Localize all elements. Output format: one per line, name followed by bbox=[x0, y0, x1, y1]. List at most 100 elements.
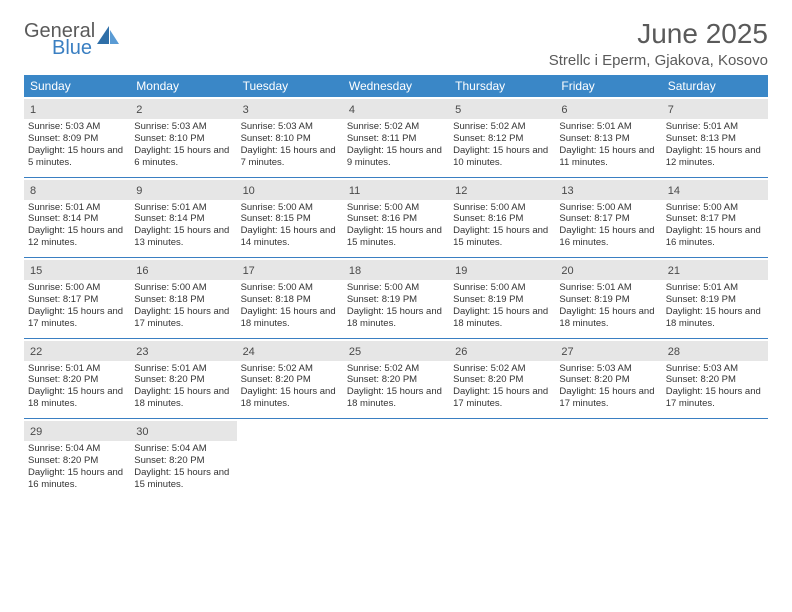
day-cell: 10Sunrise: 5:00 AMSunset: 8:15 PMDayligh… bbox=[237, 178, 343, 256]
day-number-row: 25 bbox=[343, 341, 449, 361]
week-row: 29Sunrise: 5:04 AMSunset: 8:20 PMDayligh… bbox=[24, 418, 768, 497]
day-number-row: 24 bbox=[237, 341, 343, 361]
daylight-line: Daylight: 15 hours and 15 minutes. bbox=[134, 467, 232, 491]
empty-cell bbox=[343, 419, 449, 497]
week-row: 1Sunrise: 5:03 AMSunset: 8:09 PMDaylight… bbox=[24, 97, 768, 175]
sunset-line: Sunset: 8:16 PM bbox=[453, 213, 551, 225]
sunset-line: Sunset: 8:20 PM bbox=[559, 374, 657, 386]
sunset-line: Sunset: 8:20 PM bbox=[28, 455, 126, 467]
sunrise-line: Sunrise: 5:01 AM bbox=[666, 282, 764, 294]
day-number-row: 21 bbox=[662, 260, 768, 280]
day-number: 15 bbox=[30, 265, 42, 277]
day-body: Sunrise: 5:01 AMSunset: 8:14 PMDaylight:… bbox=[28, 202, 126, 250]
day-cell: 28 Sunrise: 5:03 AMSunset: 8:20 PMDayligh… bbox=[662, 339, 768, 417]
sunrise-line: Sunrise: 5:00 AM bbox=[241, 202, 339, 214]
week-row: 8Sunrise: 5:01 AMSunset: 8:14 PMDaylight… bbox=[24, 177, 768, 256]
sunset-line: Sunset: 8:20 PM bbox=[134, 455, 232, 467]
sunrise-line: Sunrise: 5:04 AM bbox=[134, 443, 232, 455]
sunset-line: Sunset: 8:19 PM bbox=[453, 294, 551, 306]
day-number: 17 bbox=[243, 265, 255, 277]
day-body: Sunrise: 5:04 AMSunset: 8:20 PMDaylight:… bbox=[28, 443, 126, 491]
sunrise-line: Sunrise: 5:01 AM bbox=[134, 363, 232, 375]
sunrise-line: Sunrise: 5:01 AM bbox=[559, 282, 657, 294]
day-number: 19 bbox=[455, 265, 467, 277]
sunset-line: Sunset: 8:09 PM bbox=[28, 133, 126, 145]
day-number: 30 bbox=[136, 426, 148, 438]
sunset-line: Sunset: 8:20 PM bbox=[666, 374, 764, 386]
sunset-line: Sunset: 8:14 PM bbox=[28, 213, 126, 225]
day-number: 28 bbox=[668, 346, 680, 358]
day-body: Sunrise: 5:01 AMSunset: 8:19 PMDaylight:… bbox=[666, 282, 764, 330]
sunrise-line: Sunrise: 5:02 AM bbox=[347, 121, 445, 133]
daylight-line: Daylight: 15 hours and 17 minutes. bbox=[453, 386, 551, 410]
sunrise-line: Sunrise: 5:00 AM bbox=[453, 202, 551, 214]
sunset-line: Sunset: 8:18 PM bbox=[134, 294, 232, 306]
daylight-line: Daylight: 15 hours and 18 minutes. bbox=[241, 386, 339, 410]
day-number-row: 9 bbox=[130, 180, 236, 200]
day-cell: 21Sunrise: 5:01 AMSunset: 8:19 PMDayligh… bbox=[662, 258, 768, 336]
day-cell: 18Sunrise: 5:00 AMSunset: 8:19 PMDayligh… bbox=[343, 258, 449, 336]
daylight-line: Daylight: 15 hours and 16 minutes. bbox=[28, 467, 126, 491]
empty-cell bbox=[555, 419, 661, 497]
day-number-row: 16 bbox=[130, 260, 236, 280]
page-subtitle: Strellc i Eperm, Gjakova, Kosovo bbox=[549, 52, 768, 69]
day-number-row: 7 bbox=[662, 99, 768, 119]
day-body: Sunrise: 5:00 AMSunset: 8:18 PMDaylight:… bbox=[134, 282, 232, 330]
day-number: 20 bbox=[561, 265, 573, 277]
day-number-row: 2 bbox=[130, 99, 236, 119]
day-number-row: 3 bbox=[237, 99, 343, 119]
weeks-container: 1Sunrise: 5:03 AMSunset: 8:09 PMDaylight… bbox=[24, 97, 768, 497]
sunset-line: Sunset: 8:11 PM bbox=[347, 133, 445, 145]
sunrise-line: Sunrise: 5:02 AM bbox=[453, 121, 551, 133]
daylight-line: Daylight: 15 hours and 18 minutes. bbox=[347, 306, 445, 330]
sunset-line: Sunset: 8:19 PM bbox=[666, 294, 764, 306]
day-number-row: 26 bbox=[449, 341, 555, 361]
day-number: 25 bbox=[349, 346, 361, 358]
sunset-line: Sunset: 8:10 PM bbox=[241, 133, 339, 145]
dow-wednesday: Wednesday bbox=[343, 75, 449, 97]
logo: General Blue bbox=[24, 22, 121, 58]
day-cell: 29Sunrise: 5:04 AMSunset: 8:20 PMDayligh… bbox=[24, 419, 130, 497]
daylight-line: Daylight: 15 hours and 18 minutes. bbox=[559, 306, 657, 330]
day-number-row: 15 bbox=[24, 260, 130, 280]
day-cell: 6Sunrise: 5:01 AMSunset: 8:13 PMDaylight… bbox=[555, 97, 661, 175]
day-number-row: 5 bbox=[449, 99, 555, 119]
day-cell: 5Sunrise: 5:02 AMSunset: 8:12 PMDaylight… bbox=[449, 97, 555, 175]
week-row: 15Sunrise: 5:00 AMSunset: 8:17 PMDayligh… bbox=[24, 257, 768, 336]
daylight-line: Daylight: 15 hours and 15 minutes. bbox=[347, 225, 445, 249]
day-number: 22 bbox=[30, 346, 42, 358]
day-number-row: 1 bbox=[24, 99, 130, 119]
day-body: Sunrise: 5:03 AMSunset: 8:20 PMDaylight:… bbox=[666, 363, 764, 411]
day-cell: 12Sunrise: 5:00 AMSunset: 8:16 PMDayligh… bbox=[449, 178, 555, 256]
day-body: Sunrise: 5:00 AMSunset: 8:16 PMDaylight:… bbox=[347, 202, 445, 250]
daylight-line: Daylight: 15 hours and 17 minutes. bbox=[666, 386, 764, 410]
sunrise-line: Sunrise: 5:00 AM bbox=[347, 282, 445, 294]
day-number-row: 28 bbox=[662, 341, 768, 361]
sunrise-line: Sunrise: 5:00 AM bbox=[453, 282, 551, 294]
day-number: 3 bbox=[243, 104, 249, 116]
sunrise-line: Sunrise: 5:01 AM bbox=[666, 121, 764, 133]
day-body: Sunrise: 5:00 AMSunset: 8:19 PMDaylight:… bbox=[347, 282, 445, 330]
day-body: Sunrise: 5:02 AMSunset: 8:20 PMDaylight:… bbox=[347, 363, 445, 411]
header: General Blue June 2025 Strellc i Eperm, … bbox=[24, 18, 768, 69]
daylight-line: Daylight: 15 hours and 18 minutes. bbox=[347, 386, 445, 410]
dow-friday: Friday bbox=[555, 75, 661, 97]
sunset-line: Sunset: 8:20 PM bbox=[347, 374, 445, 386]
day-cell: 8Sunrise: 5:01 AMSunset: 8:14 PMDaylight… bbox=[24, 178, 130, 256]
day-number: 4 bbox=[349, 104, 355, 116]
day-cell: 1Sunrise: 5:03 AMSunset: 8:09 PMDaylight… bbox=[24, 97, 130, 175]
sunset-line: Sunset: 8:10 PM bbox=[134, 133, 232, 145]
day-number-row: 13 bbox=[555, 180, 661, 200]
daylight-line: Daylight: 15 hours and 6 minutes. bbox=[134, 145, 232, 169]
sunrise-line: Sunrise: 5:02 AM bbox=[347, 363, 445, 375]
page-title: June 2025 bbox=[549, 18, 768, 50]
sunrise-line: Sunrise: 5:01 AM bbox=[134, 202, 232, 214]
daylight-line: Daylight: 15 hours and 18 minutes. bbox=[134, 386, 232, 410]
sunrise-line: Sunrise: 5:00 AM bbox=[241, 282, 339, 294]
day-number-row: 11 bbox=[343, 180, 449, 200]
sunrise-line: Sunrise: 5:02 AM bbox=[241, 363, 339, 375]
day-number: 13 bbox=[561, 185, 573, 197]
day-number: 5 bbox=[455, 104, 461, 116]
day-number-row: 19 bbox=[449, 260, 555, 280]
daylight-line: Daylight: 15 hours and 15 minutes. bbox=[453, 225, 551, 249]
